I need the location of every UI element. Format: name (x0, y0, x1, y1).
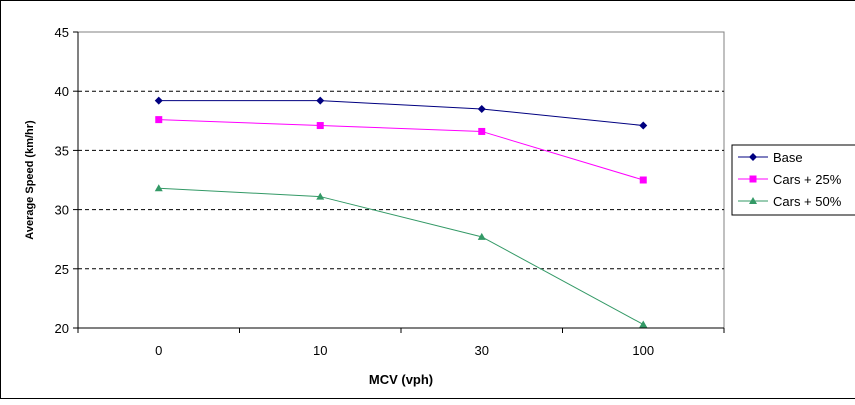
x-tick-label: 100 (632, 343, 654, 358)
x-axis-label: MCV (vph) (369, 372, 433, 387)
data-point (640, 177, 647, 184)
plot-area (78, 32, 724, 328)
y-tick-label: 40 (55, 84, 69, 99)
y-tick-label: 30 (55, 203, 69, 218)
y-tick-label: 35 (55, 143, 69, 158)
legend-label: Cars + 25% (773, 172, 842, 187)
y-tick-label: 20 (55, 321, 69, 336)
data-point (155, 116, 162, 123)
x-tick-label: 30 (475, 343, 489, 358)
y-tick-label: 45 (55, 25, 69, 40)
legend-label: Cars + 50% (773, 194, 842, 209)
y-axis-label: Average Speed (km/hr) (24, 120, 36, 240)
x-tick-label: 10 (313, 343, 327, 358)
legend: Base Cars + 25% Cars + 50% (732, 145, 855, 215)
legend-label: Base (773, 150, 803, 165)
legend-marker (750, 176, 757, 183)
y-tick-label: 25 (55, 262, 69, 277)
data-point (317, 122, 324, 129)
x-tick-label: 0 (155, 343, 162, 358)
data-point (478, 128, 485, 135)
